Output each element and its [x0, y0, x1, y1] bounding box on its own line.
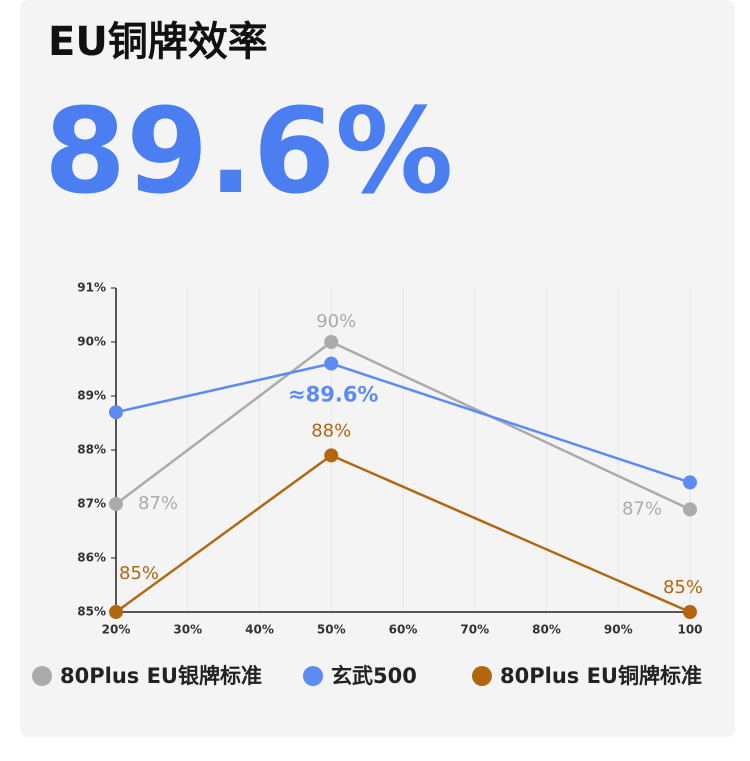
legend-swatch — [472, 666, 492, 686]
legend-label: 80Plus EU铜牌标准 — [500, 664, 702, 688]
x-tick-label: 100 — [677, 623, 702, 637]
headline-value: 89.6% — [44, 82, 453, 220]
x-tick-label: 30% — [173, 623, 202, 637]
x-tick-label: 40% — [245, 623, 274, 637]
data-point — [324, 356, 339, 371]
title: EU铜牌效率 — [48, 19, 268, 65]
data-label: 90% — [316, 311, 356, 332]
data-label: 87% — [138, 493, 178, 514]
legend-label: 玄武500 — [331, 664, 417, 688]
data-label: 85% — [663, 577, 703, 598]
x-tick-label: 90% — [604, 623, 633, 637]
legend-swatch — [32, 666, 52, 686]
data-point — [324, 335, 339, 349]
y-tick-label: 88% — [77, 443, 106, 457]
y-tick-label: 85% — [77, 605, 106, 619]
data-point — [683, 475, 697, 490]
data-label: 87% — [622, 498, 662, 519]
x-tick-label: 70% — [460, 623, 489, 637]
data-point — [109, 405, 123, 420]
legend-label: 80Plus EU银牌标准 — [60, 664, 262, 688]
y-tick-label: 87% — [77, 497, 106, 511]
data-point — [683, 502, 697, 517]
x-tick-label: 50% — [317, 623, 346, 637]
y-tick-label: 89% — [77, 389, 106, 403]
data-label: 85% — [119, 563, 159, 584]
x-tick-label: 80% — [532, 623, 561, 637]
data-point — [109, 605, 123, 619]
y-tick-label: 91% — [77, 281, 106, 295]
x-tick-label: 20% — [102, 623, 131, 637]
legend-swatch — [303, 666, 323, 686]
data-label: 88% — [311, 420, 351, 441]
y-tick-label: 90% — [77, 335, 106, 349]
x-tick-label: 60% — [389, 623, 418, 637]
data-point — [683, 605, 697, 619]
data-point — [109, 497, 123, 511]
data-point — [324, 448, 339, 463]
y-tick-label: 86% — [77, 551, 106, 565]
data-label: ≈89.6% — [288, 383, 378, 407]
